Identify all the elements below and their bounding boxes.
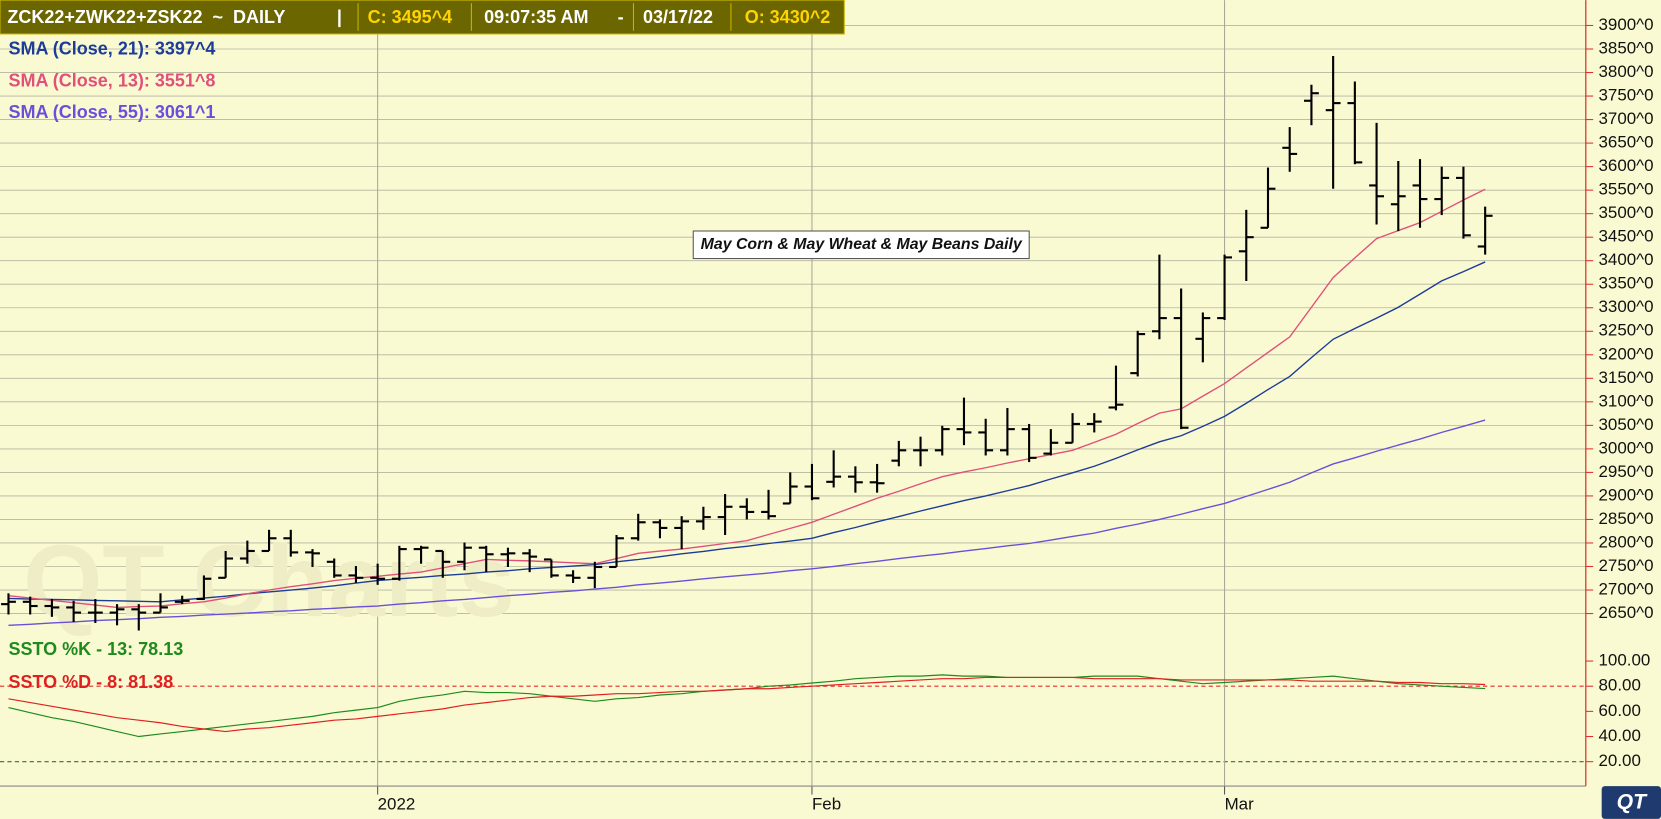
y-tick-label: 3150^0 [1599, 368, 1654, 387]
header-time: 09:07:35 AM [484, 7, 588, 27]
y-tick-label: 2700^0 [1599, 579, 1654, 598]
header-sep: | [337, 7, 342, 27]
y-tick-label: 2800^0 [1599, 532, 1654, 551]
header: ZCK22+ZWK22+ZSK22 ~ DAILY | C: 3495^4 09… [0, 0, 845, 35]
legend-entry: SMA (Close, 55): 3061^1 [8, 102, 215, 122]
y2-tick-label: 20.00 [1599, 751, 1641, 770]
y-tick-label: 3100^0 [1599, 391, 1654, 410]
y-tick-label: 2950^0 [1599, 462, 1654, 481]
header-symbol: ZCK22+ZWK22+ZSK22 ~ DAILY [7, 7, 285, 27]
y-tick-label: 3200^0 [1599, 344, 1654, 363]
x-tick-label: Mar [1225, 795, 1255, 814]
header-sep: - [618, 7, 624, 27]
x-tick-label: 2022 [378, 795, 416, 814]
logo[interactable]: QT [1601, 786, 1661, 819]
y-tick-label: 2750^0 [1599, 556, 1654, 575]
header-close: C: 3495^4 [368, 7, 453, 27]
y-tick-label: 3550^0 [1599, 180, 1654, 199]
y-tick-label: 3800^0 [1599, 62, 1654, 81]
y-tick-label: 3300^0 [1599, 297, 1654, 316]
y2-tick-label: 80.00 [1599, 676, 1641, 695]
y-tick-label: 3600^0 [1599, 156, 1654, 175]
line-series [8, 188, 1486, 609]
legend-entry: SMA (Close, 13): 3551^8 [8, 70, 215, 90]
header-open: O: 3430^2 [745, 7, 831, 27]
y-tick-label: 3250^0 [1599, 321, 1654, 340]
y-tick-label: 3450^0 [1599, 227, 1654, 246]
y2-tick-label: 60.00 [1599, 701, 1641, 720]
annotation-box [692, 230, 1030, 260]
y2-tick-label: 100.00 [1599, 651, 1651, 670]
y2-tick-label: 40.00 [1599, 726, 1641, 745]
annotation: May Corn & May Wheat & May Beans Daily [701, 236, 1023, 253]
logo-text: QT [1617, 791, 1648, 814]
y-tick-label: 3050^0 [1599, 415, 1654, 434]
line-series [8, 419, 1486, 626]
y-tick-label: 3400^0 [1599, 250, 1654, 269]
y-tick-label: 3500^0 [1599, 203, 1654, 222]
legend-entry: SMA (Close, 21): 3397^4 [8, 39, 215, 59]
y-tick-label: 3750^0 [1599, 86, 1654, 105]
logo-box [1601, 786, 1661, 819]
line-series [8, 676, 1486, 733]
y-tick-label: 3850^0 [1599, 38, 1654, 57]
y-tick-label: 3650^0 [1599, 133, 1654, 152]
y-tick-label: 2650^0 [1599, 603, 1654, 622]
legend-entry: SSTO %D - 8: 81.38 [8, 672, 173, 692]
y-tick-label: 3350^0 [1599, 274, 1654, 293]
x-tick-label: Feb [812, 795, 841, 814]
y-tick-label: 3000^0 [1599, 438, 1654, 457]
header-bar [0, 0, 845, 35]
y-tick-label: 3900^0 [1599, 15, 1654, 34]
y-tick-label: 2900^0 [1599, 485, 1654, 504]
labels: 2650^0 2700^0 2750^0 2800^0 2850^0 2900^0 2950… [8, 15, 1653, 814]
y-tick-label: 3700^0 [1599, 109, 1654, 128]
legend-entry: SSTO %K - 13: 78.13 [8, 639, 183, 659]
marks [1, 56, 1493, 738]
y-tick-label: 2850^0 [1599, 509, 1654, 528]
header-date: 03/17/22 [643, 7, 713, 27]
